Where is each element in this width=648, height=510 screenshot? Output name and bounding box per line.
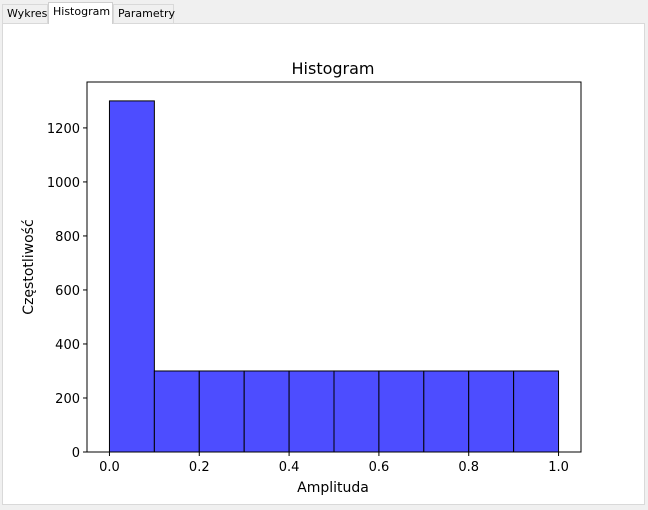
x-tick-label: 0.6 <box>369 460 390 475</box>
x-tick-label: 0.8 <box>458 460 479 475</box>
tab-parametry[interactable]: Parametry <box>113 4 175 23</box>
tab-histogram[interactable]: Histogram <box>48 2 113 24</box>
y-axis-label: Częstotliwość <box>21 219 37 314</box>
histogram-bar <box>198 370 245 453</box>
bars-group <box>108 100 560 453</box>
y-tick-label: 800 <box>55 230 80 245</box>
histogram-bar <box>513 370 560 453</box>
histogram-bar <box>333 370 380 453</box>
histogram-bar <box>153 370 200 453</box>
tab-bar: Wykres Histogram Parametry <box>0 0 648 24</box>
tab-wykres[interactable]: Wykres <box>2 4 48 23</box>
histogram-bar <box>423 370 470 453</box>
chart-title: Histogram <box>292 59 375 78</box>
y-tick-label: 200 <box>55 392 80 407</box>
y-ticks-group: 0 200 400 600 800 1000 1200 <box>47 122 87 461</box>
x-tick-label: 0.0 <box>99 460 120 475</box>
y-tick-label: 1000 <box>47 176 80 191</box>
x-tick-label: 1.0 <box>548 460 569 475</box>
histogram-bar <box>108 100 155 453</box>
y-tick-label: 600 <box>55 284 80 299</box>
x-axis-label: Amplituda <box>297 480 369 496</box>
histogram-bar <box>288 370 335 453</box>
bottom-strip <box>0 505 648 510</box>
histogram-bar <box>243 370 290 453</box>
x-tick-label: 0.2 <box>189 460 210 475</box>
y-tick-label: 0 <box>72 446 80 461</box>
y-tick-label: 400 <box>55 338 80 353</box>
histogram-bar <box>468 370 515 453</box>
x-tick-label: 0.4 <box>279 460 300 475</box>
histogram-bar <box>378 370 425 453</box>
y-tick-label: 1200 <box>47 122 80 137</box>
axes-frame <box>86 81 582 453</box>
x-ticks-group: 0.0 0.2 0.4 0.6 0.8 1.0 <box>99 452 569 475</box>
